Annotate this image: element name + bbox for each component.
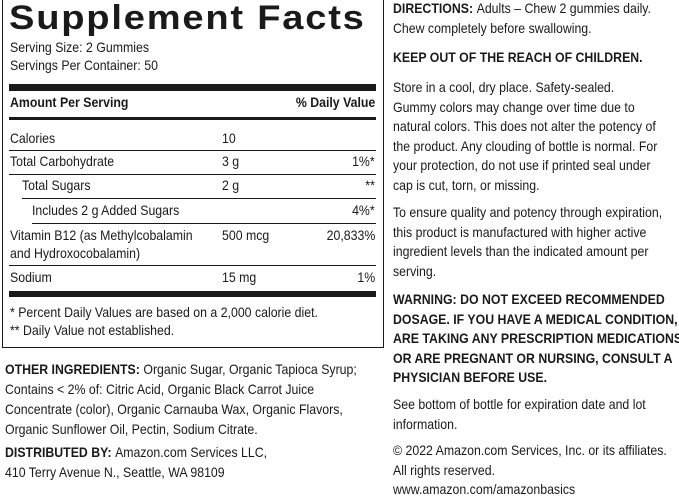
paragraph-line: this product is manufactured with higher… [393,223,647,240]
rule [9,84,376,91]
nutrient-name: Total Carbohydrate [10,153,115,169]
ingredients-line: Contains < 2% of: Citric Acid, Organic B… [5,381,315,397]
nutrient-name: and Hydroxocobalamin) [10,245,141,261]
nutrient-name: Total Sugars [22,177,91,193]
nutrient-dv: 1%* [352,153,375,169]
paragraph-line: natural colors. This does not alter the … [393,118,656,134]
servings-per-container: Servings Per Container: 50 [10,57,158,73]
ingredients-line: Concentrate (color), Organic Carnauba Wa… [5,401,343,417]
facts-title: Supplement Facts [9,0,366,37]
nutrient-dv: 1% [357,269,375,285]
nutrient-amount: 15 mg [222,269,257,285]
text: Amazon.com Services LLC, [115,444,268,460]
paragraph-line: PHYSICIAN BEFORE USE. [393,369,548,385]
nutrient-amount: 10 [222,130,236,146]
header-amount: Amount Per Serving [10,94,129,110]
directions-line: DIRECTIONS: Adults – Chew 2 gummies daily… [393,0,651,18]
paragraph-line: ARE TAKING ANY PRESCRIPTION MEDICATIONS, [393,330,679,346]
ingredients-line: Organic Sunflower Oil, Pectin, Sodium Ci… [5,421,258,437]
directions-line: Chew completely before swallowing. [393,19,592,36]
rule [9,117,376,120]
rule [22,198,376,199]
nutrient-amount: 500 mcg [222,227,270,243]
footnote: * Percent Daily Values are based on a 2,… [10,304,318,320]
paragraph-line: cap is cut, torn, or missing. [393,176,540,193]
paragraph-line: OR ARE PREGNANT OR NURSING, CONSULT A [393,349,673,366]
paragraph-line: © 2022 Amazon.com Services, Inc. or its … [393,442,667,458]
distributor-line: 410 Terry Avenue N., Seattle, WA 98109 [5,463,225,480]
paragraph-line: All rights reserved. [393,461,496,478]
rule [9,265,376,266]
paragraph-line: WARNING: DO NOT EXCEED RECOMMENDED [393,291,665,307]
label: DISTRIBUTED BY: [5,444,112,460]
paragraph-line: serving. [393,262,437,279]
rule [9,291,376,297]
nutrient-amount: 3 g [222,153,240,169]
paragraph-line: ingredient levels than the indicated amo… [393,243,649,259]
nutrient-name: Sodium [10,269,52,285]
rule [9,150,376,151]
nutrient-dv: ** [365,177,375,193]
rule [32,223,376,224]
footnote: ** Daily Value not established. [10,322,175,338]
nutrient-dv: 20,833% [326,227,375,243]
facts-panel [2,0,384,348]
paragraph-line: See bottom of bottle for expiration date… [393,396,646,412]
serving-size: Serving Size: 2 Gummies [10,39,149,55]
paragraph-line: information. [393,415,458,432]
paragraph-line: your protection, do not use if printed s… [393,157,651,173]
paragraph-line: KEEP OUT OF THE REACH OF CHILDREN. [393,49,643,65]
distributor-line: DISTRIBUTED BY: Amazon.com Services LLC, [5,443,267,462]
nutrient-amount: 2 g [222,177,240,193]
ingredients-line: OTHER INGREDIENTS: Organic Sugar, Organic… [5,360,357,379]
paragraph-line: the product. Any clouding of bottle is n… [393,137,658,154]
nutrient-name: Calories [10,130,56,146]
paragraph-line: Store in a cool, dry place. Safety-seale… [393,79,615,95]
paragraph-line: www.amazon.com/amazonbasics [393,481,576,497]
paragraph-line: Gummy colors may change over time due to [393,98,635,115]
text: Organic Sugar, Organic Tapioca Syrup; [143,361,357,377]
nutrient-name: Vitamin B12 (as Methylcobalamin [10,227,193,243]
text: Adults – Chew 2 gummies daily. [476,0,651,16]
paragraph-line: DOSAGE. IF YOU HAVE A MEDICAL CONDITION, [393,310,678,327]
nutrient-name: Includes 2 g Added Sugars [32,202,180,218]
header-dv: % Daily Value [295,94,375,110]
label: DIRECTIONS: [393,0,474,16]
rule [9,174,376,175]
paragraph-line: To ensure quality and potency through ex… [393,204,663,220]
nutrient-dv: 4%* [352,202,375,218]
label: OTHER INGREDIENTS: [5,361,140,377]
